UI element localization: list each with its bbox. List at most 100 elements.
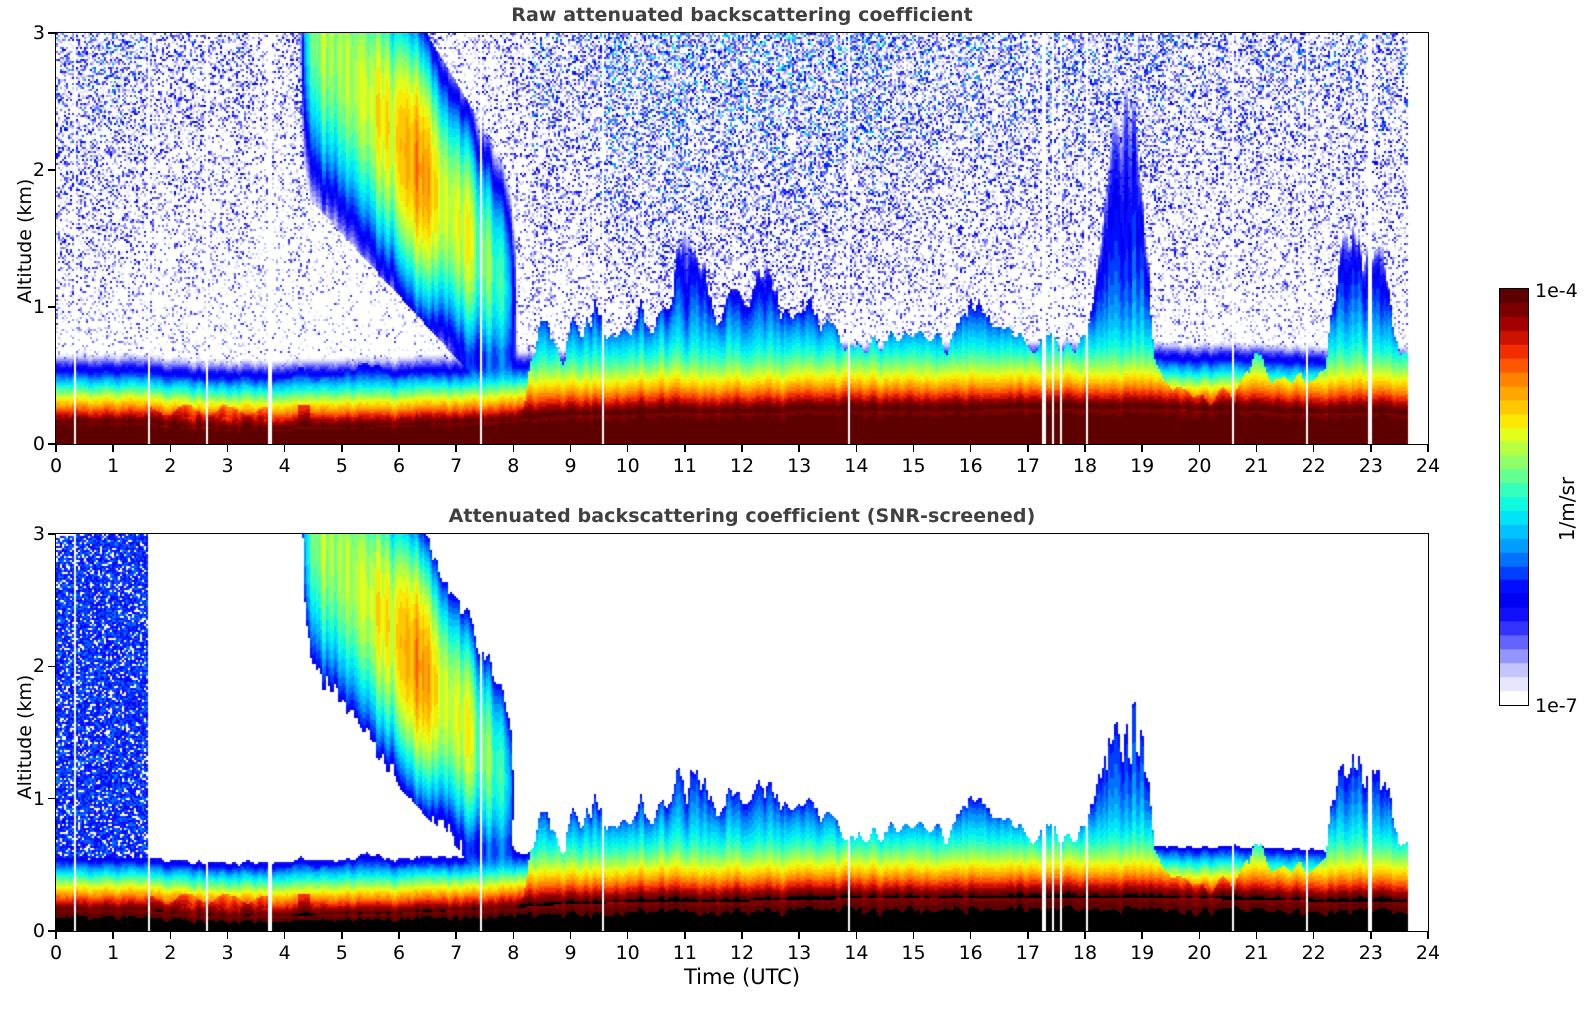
x-tick-label: 4 bbox=[278, 942, 291, 964]
x-tick-label: 12 bbox=[729, 455, 755, 477]
x-tick bbox=[1427, 445, 1429, 452]
y-tick-label: 0 bbox=[32, 433, 45, 455]
x-tick-label: 23 bbox=[1358, 942, 1383, 964]
x-tick bbox=[55, 445, 57, 452]
x-tick-label: 17 bbox=[1015, 455, 1040, 477]
y-tick-label: 2 bbox=[32, 159, 45, 181]
plot-area-screened bbox=[55, 533, 1429, 932]
x-tick-label: 8 bbox=[507, 942, 520, 964]
x-tick bbox=[1370, 445, 1372, 452]
x-tick-label: 1 bbox=[107, 455, 120, 477]
x-tick bbox=[169, 932, 172, 939]
x-tick-label: 15 bbox=[901, 455, 926, 477]
x-tick bbox=[1141, 445, 1143, 452]
x-tick-label: 11 bbox=[672, 455, 697, 477]
x-tick bbox=[1312, 445, 1315, 452]
x-tick-label: 11 bbox=[672, 942, 697, 964]
x-tick bbox=[969, 445, 972, 452]
x-tick bbox=[1198, 932, 1201, 939]
x-tick-label: 7 bbox=[450, 455, 463, 477]
x-tick-label: 1 bbox=[107, 942, 120, 964]
x-tick bbox=[455, 932, 457, 939]
x-tick-label: 18 bbox=[1072, 455, 1098, 477]
x-tick-label: 6 bbox=[392, 455, 406, 477]
x-tick bbox=[55, 932, 57, 939]
heatmap-canvas-raw bbox=[56, 33, 1428, 444]
x-tick bbox=[226, 445, 229, 452]
x-tick bbox=[283, 932, 286, 939]
x-tick bbox=[512, 932, 515, 939]
x-tick-label: 12 bbox=[729, 942, 755, 964]
x-tick-label: 22 bbox=[1301, 455, 1326, 477]
y-tick bbox=[48, 533, 55, 535]
x-tick bbox=[855, 445, 858, 452]
x-tick bbox=[741, 932, 743, 939]
colorbar bbox=[1499, 288, 1529, 706]
x-tick-label: 21 bbox=[1244, 455, 1269, 477]
x-tick-label: 15 bbox=[901, 942, 926, 964]
x-tick bbox=[1255, 445, 1258, 452]
x-tick bbox=[912, 445, 915, 452]
x-tick-label: 20 bbox=[1187, 455, 1212, 477]
x-tick-label: 10 bbox=[615, 942, 640, 964]
x-tick-label: 14 bbox=[844, 455, 869, 477]
x-tick bbox=[283, 445, 286, 452]
x-tick-label: 19 bbox=[1130, 455, 1155, 477]
x-tick-label: 0 bbox=[49, 942, 63, 964]
x-tick bbox=[169, 445, 172, 452]
y-tick bbox=[48, 930, 55, 932]
x-tick bbox=[226, 932, 229, 939]
x-tick bbox=[798, 932, 800, 939]
x-tick-label: 13 bbox=[787, 455, 812, 477]
y-tick-label: 1 bbox=[32, 787, 45, 810]
x-tick-label: 21 bbox=[1244, 942, 1269, 964]
colorbar-gradient bbox=[1499, 288, 1529, 706]
x-tick bbox=[741, 445, 743, 452]
y-tick bbox=[48, 443, 55, 445]
y-tick bbox=[48, 32, 55, 34]
y-tick-label: 3 bbox=[32, 22, 45, 44]
x-tick-label: 2 bbox=[164, 942, 177, 964]
x-tick-label: 0 bbox=[49, 455, 63, 477]
x-tick-label: 24 bbox=[1415, 455, 1441, 477]
x-tick-label: 9 bbox=[564, 455, 577, 477]
x-tick-label: 7 bbox=[450, 942, 463, 964]
plot-area-raw bbox=[55, 32, 1429, 445]
x-tick-label: 6 bbox=[392, 942, 406, 964]
panel-title-raw: Raw attenuated backscattering coefficien… bbox=[511, 4, 973, 26]
x-tick bbox=[1141, 932, 1143, 939]
x-tick bbox=[341, 445, 343, 452]
x-tick bbox=[569, 932, 572, 939]
x-tick bbox=[1198, 445, 1201, 452]
x-tick-label: 16 bbox=[958, 942, 983, 964]
x-tick-label: 8 bbox=[507, 455, 520, 477]
y-tick bbox=[48, 306, 55, 308]
colorbar-min-label: 1e-7 bbox=[1535, 695, 1578, 717]
x-tick bbox=[798, 445, 800, 452]
x-tick-label: 20 bbox=[1187, 942, 1212, 964]
x-tick bbox=[398, 932, 400, 939]
y-tick bbox=[48, 169, 55, 171]
colorbar-max-label: 1e-4 bbox=[1535, 280, 1578, 302]
colorbar-title: 1/m/sr bbox=[1555, 476, 1579, 542]
heatmap-canvas-screened bbox=[56, 534, 1428, 931]
x-tick-label: 10 bbox=[615, 455, 640, 477]
x-tick bbox=[1427, 932, 1429, 939]
x-tick-label: 5 bbox=[335, 455, 348, 477]
x-tick-label: 18 bbox=[1072, 942, 1098, 964]
x-tick bbox=[626, 932, 629, 939]
x-tick bbox=[569, 445, 572, 452]
x-tick bbox=[1084, 932, 1086, 939]
x-tick-label: 9 bbox=[564, 942, 577, 964]
x-tick bbox=[398, 445, 400, 452]
x-tick bbox=[341, 932, 343, 939]
panel-title-screened: Attenuated backscattering coefficient (S… bbox=[448, 505, 1036, 527]
x-tick bbox=[1370, 932, 1372, 939]
x-tick bbox=[626, 445, 629, 452]
x-tick bbox=[855, 932, 858, 939]
x-tick-label: 14 bbox=[844, 942, 869, 964]
x-tick-label: 13 bbox=[787, 942, 812, 964]
x-tick bbox=[1027, 932, 1029, 939]
x-tick-label: 22 bbox=[1301, 942, 1326, 964]
